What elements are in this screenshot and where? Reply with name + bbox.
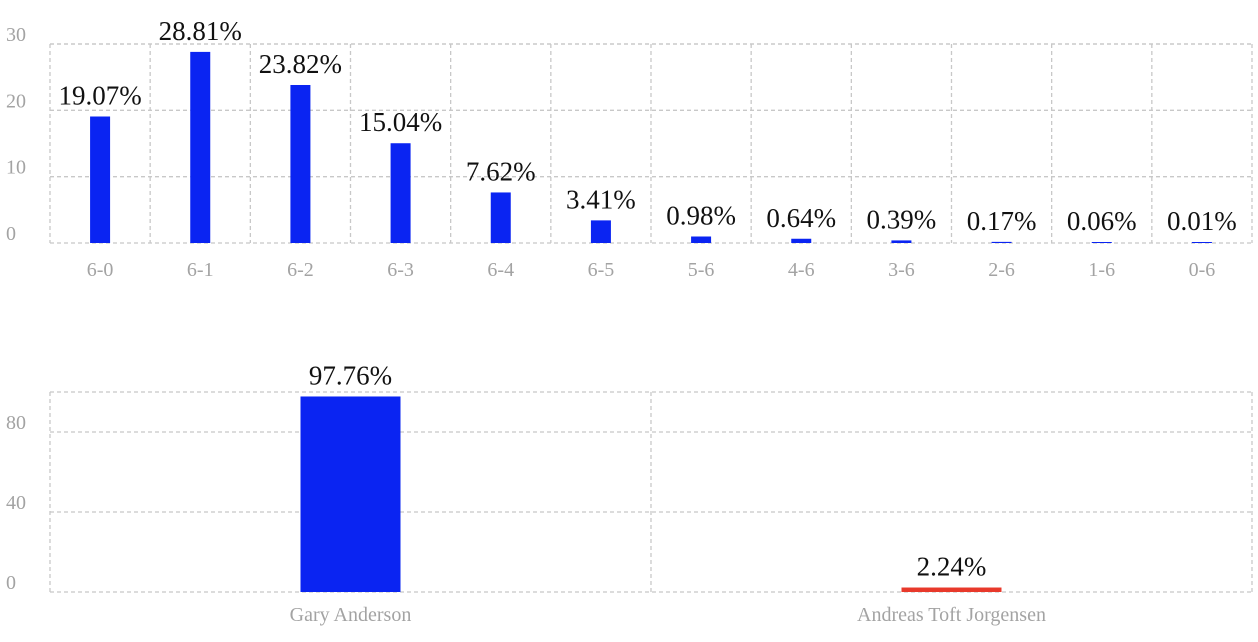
score-category-label: 4-6 xyxy=(788,259,815,281)
winner-category-label: Andreas Toft Jorgensen xyxy=(857,604,1046,626)
score-data-label: 0.06% xyxy=(1067,206,1137,236)
score-data-label: 28.81% xyxy=(159,16,242,46)
score-distribution-chart: 0 10 20 30 19.07% 6-0 28.81% 6-1 23.82% 6-2 15.04%… xyxy=(6,16,1253,281)
score-data-label: 15.04% xyxy=(359,107,442,137)
winner-data-label: 97.76% xyxy=(309,360,392,390)
winner-category-label: Gary Anderson xyxy=(290,604,412,626)
score-category-label: 0-6 xyxy=(1189,259,1216,281)
winner-probability-chart: 0 40 80 97.76% Gary Anderson 2.24% Andreas Tof… xyxy=(6,360,1253,626)
score-data-label: 23.82% xyxy=(259,49,342,79)
score-bar xyxy=(691,236,712,243)
score-y-tick-label: 10 xyxy=(6,157,26,179)
score-category-label: 6-5 xyxy=(588,259,615,281)
score-category-label: 6-2 xyxy=(287,259,314,281)
score-data-label: 19.07% xyxy=(58,81,141,111)
score-data-label: 7.62% xyxy=(466,156,536,186)
score-bar xyxy=(791,238,812,243)
score-category-label: 6-3 xyxy=(387,259,414,281)
score-y-tick-label: 20 xyxy=(6,90,26,112)
score-category-label: 3-6 xyxy=(888,259,915,281)
winner-bar xyxy=(300,396,401,592)
score-bar xyxy=(991,241,1012,243)
score-category-label: 6-1 xyxy=(187,259,214,281)
score-data-label: 0.98% xyxy=(666,200,736,230)
score-bar xyxy=(190,51,211,244)
score-data-label: 0.39% xyxy=(867,204,937,234)
score-bar xyxy=(290,84,311,243)
score-category-label: 6-0 xyxy=(87,259,114,281)
winner-bar xyxy=(901,587,1002,592)
score-data-label: 3.41% xyxy=(566,184,636,214)
score-category-label: 1-6 xyxy=(1088,259,1115,281)
score-bar xyxy=(390,143,411,243)
score-bar xyxy=(1091,242,1112,243)
winner-y-tick-label: 80 xyxy=(6,412,26,434)
score-category-label: 5-6 xyxy=(688,259,715,281)
score-y-tick-label: 0 xyxy=(6,223,16,245)
score-bar xyxy=(490,192,511,243)
score-bar xyxy=(90,116,111,243)
score-data-label: 0.01% xyxy=(1167,206,1237,236)
winner-y-tick-label: 0 xyxy=(6,572,16,594)
score-bar xyxy=(1191,242,1212,243)
winner-data-label: 2.24% xyxy=(917,552,987,582)
score-data-label: 0.17% xyxy=(967,206,1037,236)
score-category-label: 2-6 xyxy=(988,259,1015,281)
score-bar xyxy=(590,220,611,243)
winner-y-tick-label: 40 xyxy=(6,492,26,514)
score-data-label: 0.64% xyxy=(766,203,836,233)
score-y-tick-label: 30 xyxy=(6,24,26,46)
score-category-label: 6-4 xyxy=(487,259,514,281)
score-bar xyxy=(891,240,912,243)
